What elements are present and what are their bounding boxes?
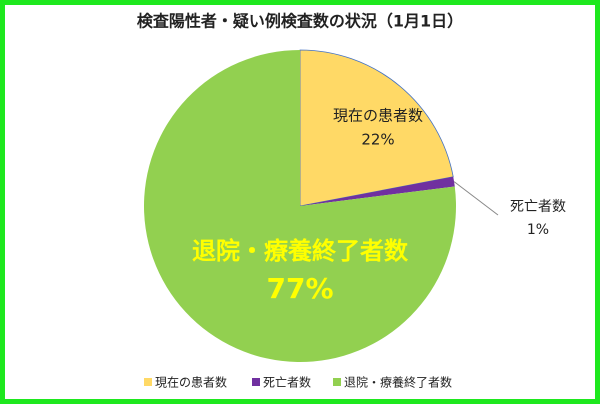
pie-slice	[144, 50, 456, 362]
data-label-name: 退院・療養終了者数	[192, 237, 409, 265]
leader-line	[453, 181, 499, 216]
data-label-value: 77%	[266, 272, 333, 305]
legend-label: 退院・療養終了者数	[344, 375, 452, 390]
data-label-name: 死亡者数	[510, 199, 566, 215]
legend-swatch	[252, 378, 260, 386]
data-label-value: 22%	[361, 131, 394, 149]
legend-swatch	[144, 378, 152, 386]
pie-slice	[300, 176, 455, 206]
data-label-name: 現在の患者数	[333, 107, 423, 125]
legend-swatch	[333, 378, 341, 386]
data-label-value: 1%	[527, 222, 549, 238]
chart-title: 検査陽性者・疑い例検査数の状況（1月1日）	[137, 12, 463, 31]
pie-slice	[299, 49, 454, 207]
legend-label: 死亡者数	[263, 375, 311, 390]
legend-label: 現在の患者数	[155, 375, 227, 390]
